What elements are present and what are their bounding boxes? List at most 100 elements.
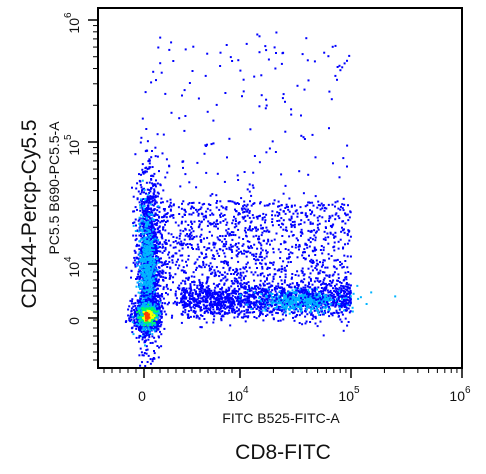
event-dot [132, 333, 135, 336]
event-dot [260, 293, 263, 295]
event-dot [226, 312, 228, 315]
event-dot [183, 295, 186, 298]
event-dot [284, 269, 287, 272]
event-dot [311, 290, 314, 292]
event-dot [293, 298, 296, 300]
event-dot [292, 312, 295, 315]
event-dot [150, 232, 153, 234]
event-dot [270, 305, 273, 308]
event-dot [164, 263, 167, 266]
event-dot [311, 300, 314, 303]
event-dot [261, 287, 264, 290]
event-dot [283, 287, 286, 290]
event-dot [309, 310, 312, 312]
event-dot [317, 228, 320, 231]
event-dot [220, 205, 223, 208]
event-dot [140, 248, 142, 251]
event-dot [339, 294, 342, 296]
event-dot [247, 284, 250, 287]
event-dot [151, 196, 154, 199]
event-dot [219, 65, 222, 67]
event-dot [274, 273, 277, 276]
event-dot [137, 273, 140, 276]
event-dot [198, 265, 201, 268]
event-dot [146, 236, 149, 239]
event-dot [298, 322, 301, 324]
event-dot [306, 313, 309, 316]
event-dot [183, 292, 186, 295]
event-dot [148, 258, 151, 261]
event-dot [258, 309, 261, 312]
event-dot [200, 212, 203, 215]
event-dot [184, 234, 187, 237]
event-dot [211, 271, 214, 274]
event-dot [157, 295, 160, 298]
event-dot [213, 291, 216, 293]
event-dot [213, 221, 216, 224]
event-dot [192, 299, 195, 302]
event-dot [199, 265, 202, 268]
event-dot [329, 232, 332, 235]
event-dot [144, 281, 147, 283]
event-dot [158, 259, 161, 262]
event-dot [142, 214, 145, 217]
event-dot [245, 210, 248, 213]
event-dot [152, 257, 155, 260]
event-dot [182, 242, 185, 245]
event-dot [223, 214, 226, 216]
event-dot [206, 290, 209, 293]
event-dot [141, 219, 144, 222]
event-dot [149, 289, 152, 292]
event-dot [261, 227, 264, 230]
event-dot [221, 240, 224, 243]
event-dot [321, 207, 324, 210]
event-dot [182, 287, 185, 290]
event-dot [196, 301, 199, 304]
event-dot [252, 254, 255, 257]
event-dot [300, 211, 303, 214]
event-dot [154, 202, 157, 205]
event-dot [206, 224, 209, 227]
event-dot [323, 259, 326, 262]
event-dot [213, 292, 216, 295]
event-dot [271, 284, 274, 287]
event-dot [247, 246, 250, 249]
event-dot [223, 260, 226, 263]
event-dot [318, 280, 321, 283]
event-dot [288, 290, 291, 293]
event-dot [210, 272, 213, 275]
event-dot [140, 250, 143, 253]
event-dot [235, 269, 238, 272]
event-dot [343, 292, 346, 295]
event-dot [164, 302, 166, 305]
event-dot [203, 237, 205, 240]
event-dot [147, 282, 150, 285]
event-dot [188, 202, 191, 204]
event-dot [323, 297, 325, 300]
event-dot [234, 208, 236, 211]
event-dot [280, 217, 283, 220]
event-dot [144, 150, 147, 153]
event-dot [159, 306, 162, 309]
event-dot [283, 291, 286, 294]
event-dot [243, 301, 246, 304]
event-dot [247, 281, 250, 284]
event-dot [313, 280, 316, 283]
event-dot [298, 302, 301, 305]
event-dot [239, 311, 242, 314]
event-dot [209, 209, 212, 212]
event-dot [336, 200, 339, 203]
event-dot [212, 241, 215, 244]
event-dot [164, 229, 167, 232]
event-dot [301, 232, 304, 235]
event-dot [283, 311, 286, 314]
event-dot [216, 252, 219, 255]
event-dot [157, 238, 160, 241]
event-dot [315, 230, 318, 233]
event-dot [300, 288, 303, 291]
event-dot [236, 280, 239, 283]
event-dot [210, 310, 212, 313]
event-dot [345, 301, 348, 304]
event-dot [140, 232, 143, 235]
event-dot [219, 297, 221, 300]
